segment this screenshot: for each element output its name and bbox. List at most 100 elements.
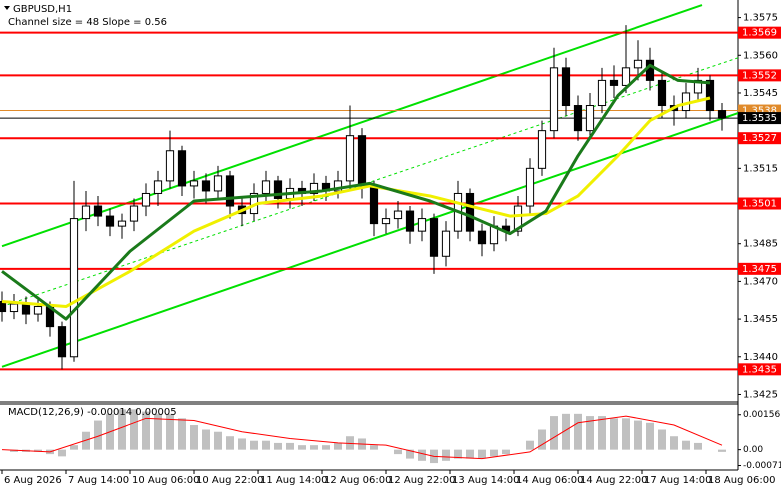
candle-body: [369, 185, 379, 225]
macd-bar: [406, 449, 414, 459]
candle-body: [69, 218, 79, 358]
macd-bar: [82, 431, 90, 450]
macd-bar: [226, 436, 234, 450]
y-tick-label: 1.3515: [743, 163, 778, 174]
channel-line: [1, 4, 703, 248]
channel-line: [1, 112, 739, 368]
macd-bar: [394, 449, 402, 455]
x-tick-label: 17 Aug 14:00: [644, 475, 711, 486]
macd-bar: [466, 449, 474, 459]
candle-body: [645, 59, 655, 81]
level-label-box: [738, 363, 781, 376]
macd-bar: [490, 449, 498, 457]
macd-bar: [202, 429, 210, 450]
macd-bar: [274, 442, 282, 450]
macd-label: MACD(12,26,9) -0.00014 0.00005: [8, 407, 177, 418]
candle-body: [345, 135, 355, 182]
main-panel: [0, 4, 739, 371]
candle-body: [717, 110, 727, 119]
candle-body: [429, 218, 439, 257]
macd-bar: [178, 418, 186, 450]
macd-bar: [526, 440, 534, 450]
level-label: 1.3535: [742, 113, 777, 124]
macd-bar: [658, 429, 666, 450]
candle-body: [81, 205, 91, 220]
macd-bar: [238, 438, 246, 450]
candle-body: [117, 220, 127, 227]
y-tick-label: 1.3560: [743, 50, 778, 61]
candle-body: [561, 67, 571, 107]
y-tick-label: 1.3485: [743, 239, 778, 250]
candle-body: [225, 175, 235, 207]
x-tick-label: 7 Aug 14:00: [68, 475, 129, 486]
level-label-box: [738, 262, 781, 275]
macd-bar: [718, 449, 726, 452]
candle-body: [129, 205, 139, 222]
macd-bar: [286, 442, 294, 450]
macd-bar: [214, 431, 222, 450]
y-tick-label: 1.3425: [743, 389, 778, 400]
y-tick-label: 1.3470: [743, 276, 778, 287]
macd-bar: [142, 411, 150, 450]
candle-body: [693, 79, 703, 94]
x-tick-label: 14 Aug 06:00: [516, 475, 583, 486]
macd-bar: [478, 449, 486, 459]
candle-body: [201, 180, 211, 192]
candle-body: [105, 215, 115, 227]
candle-body: [309, 182, 319, 194]
candle-body: [261, 180, 271, 194]
candle-body: [33, 306, 43, 315]
candle-body: [141, 192, 151, 207]
macd-bar: [70, 445, 78, 450]
macd-bar: [58, 449, 66, 457]
level-label-box: [738, 112, 781, 125]
candle-body: [273, 180, 283, 199]
macd-bar: [154, 413, 162, 450]
macd-bar: [502, 449, 510, 455]
macd-bar: [346, 436, 354, 450]
x-tick-label: 12 Aug 06:00: [324, 475, 391, 486]
macd-bar: [262, 440, 270, 450]
level-label-box: [738, 197, 781, 210]
x-tick-label: 13 Aug 14:00: [452, 475, 519, 486]
macd-y-tick-label: 0.00: [743, 445, 763, 455]
candle-body: [405, 210, 415, 232]
candle-body: [657, 79, 667, 107]
macd-bar: [682, 440, 690, 450]
macd-signal: [1, 415, 723, 460]
candle-body: [9, 303, 19, 313]
level-label: 1.3569: [742, 28, 777, 39]
candle-body: [441, 230, 451, 257]
macd-bar: [250, 440, 258, 450]
candle-body: [585, 105, 595, 132]
x-tick-label: 14 Aug 22:00: [580, 475, 647, 486]
macd-bar: [370, 445, 378, 450]
candle-body: [537, 130, 547, 169]
candle-body: [57, 326, 67, 358]
channel-info: Channel size = 48 Slope = 0.56: [8, 17, 167, 28]
macd-bar: [550, 416, 558, 450]
macd-bar: [322, 445, 330, 450]
level-label: 1.3475: [742, 264, 777, 275]
macd-bar: [634, 420, 642, 450]
chart-title: GBPUSD,H1: [13, 4, 72, 15]
macd-panel: [1, 409, 726, 464]
macd-bar: [610, 418, 618, 450]
x-tick-label: 6 Aug 2026: [4, 475, 62, 486]
macd-bar: [454, 449, 462, 459]
macd-y-tick-label: 0.00156: [743, 410, 780, 420]
candle-body: [633, 59, 643, 69]
macd-bar: [622, 418, 630, 450]
candle-body: [165, 150, 175, 182]
y-tick-label: 1.3545: [743, 88, 778, 99]
y-tick-label: 1.3575: [743, 13, 778, 24]
x-tick-label: 18 Aug 06:00: [708, 475, 775, 486]
x-tick-label: 10 Aug 22:00: [196, 475, 263, 486]
candle-body: [357, 135, 367, 187]
level-label: 1.3435: [742, 364, 777, 375]
y-tick-label: 1.3440: [743, 352, 778, 363]
macd-bar: [334, 442, 342, 450]
macd-bar: [442, 449, 450, 461]
